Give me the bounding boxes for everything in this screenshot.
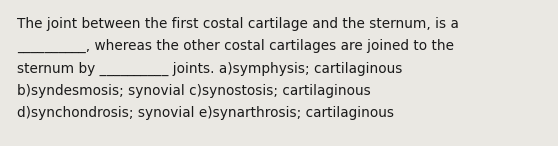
Text: sternum by __________ joints. a)symphysis; cartilaginous: sternum by __________ joints. a)symphysi…	[17, 61, 402, 75]
Text: b)syndesmosis; synovial c)synostosis; cartilaginous: b)syndesmosis; synovial c)synostosis; ca…	[17, 84, 371, 98]
Text: The joint between the first costal cartilage and the sternum, is a: The joint between the first costal carti…	[17, 17, 459, 31]
Text: __________, whereas the other costal cartilages are joined to the: __________, whereas the other costal car…	[17, 39, 454, 53]
Text: d)synchondrosis; synovial e)synarthrosis; cartilaginous: d)synchondrosis; synovial e)synarthrosis…	[17, 106, 394, 120]
